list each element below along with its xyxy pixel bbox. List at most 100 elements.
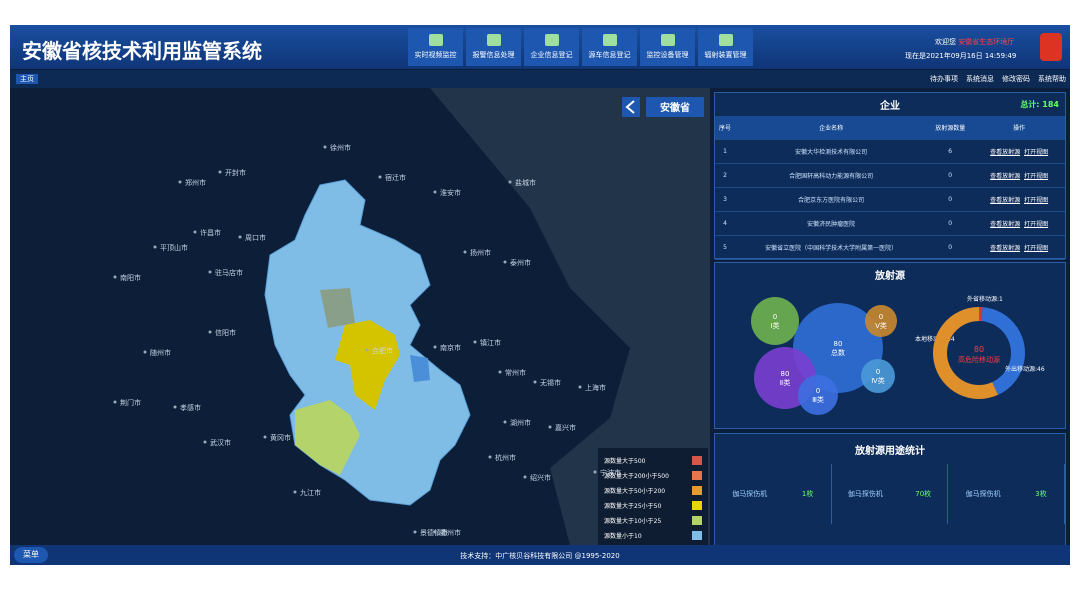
- action-link[interactable]: 查看放射源: [990, 173, 1021, 180]
- city-dot: [433, 345, 437, 349]
- nav-button[interactable]: 报警信息处理: [466, 28, 521, 66]
- action-link[interactable]: 查看放射源: [990, 245, 1021, 252]
- nav-icon: [428, 34, 443, 46]
- region-button[interactable]: [646, 97, 704, 117]
- sea: [430, 88, 710, 545]
- usage-name: 伽马探伤机: [965, 490, 1001, 498]
- legend-swatch: [692, 456, 702, 465]
- cell: 安徽省立医院（中国科学技术大学附属第一医院）: [735, 235, 928, 260]
- donut-slice[interactable]: [979, 307, 983, 322]
- city-label: 许昌市: [200, 228, 221, 237]
- nav-button[interactable]: 辐射装置管理: [698, 28, 753, 66]
- bubble[interactable]: [861, 359, 895, 393]
- cell: 4: [715, 211, 736, 236]
- city-label: 无锡市: [540, 378, 561, 387]
- city-label: 淮安市: [440, 188, 461, 197]
- legend-swatch: [692, 531, 702, 540]
- column-header: 序号: [715, 116, 736, 140]
- legend-label: 源数量大于50小于200: [604, 487, 665, 495]
- usage-count: 3枚: [1035, 490, 1047, 498]
- hefei-region[interactable]: [335, 320, 400, 410]
- home-tab[interactable]: 主页: [16, 74, 38, 84]
- bubble-label: Ⅰ类: [770, 321, 779, 330]
- cell: 查看放射源 打开视图: [973, 163, 1065, 188]
- legend-label: 源数量大于200小于500: [604, 472, 669, 480]
- table-row: 1 安徽大华检测技术有限公司 6 查看放射源 打开视图: [715, 139, 1065, 164]
- action-link[interactable]: 查看放射源: [990, 197, 1021, 204]
- city-dot: [593, 470, 597, 474]
- back-button[interactable]: [622, 97, 640, 117]
- nav-icon: [602, 34, 617, 46]
- legend-swatch: [692, 501, 702, 510]
- back-arrow: [625, 100, 635, 114]
- usage-item: 伽马探伤机 3枚: [948, 464, 1066, 524]
- cell: 查看放射源 打开视图: [973, 187, 1065, 212]
- tool-link[interactable]: 修改密码: [1002, 75, 1030, 83]
- cell: 5: [715, 235, 736, 260]
- nav-label: 辐射装置管理: [704, 51, 747, 59]
- anqing-region[interactable]: [295, 400, 360, 475]
- city-label: 平顶山市: [160, 243, 188, 252]
- city-label: 绍兴市: [530, 473, 551, 482]
- donut-slice[interactable]: [932, 307, 999, 399]
- nav-button[interactable]: 监控设备管理: [640, 28, 695, 66]
- tool-link[interactable]: 系统帮助: [1038, 75, 1066, 83]
- bubble[interactable]: [793, 303, 883, 393]
- city-label: 嘉兴市: [555, 423, 576, 432]
- nav-label: 企业信息登记: [530, 51, 573, 59]
- action-link[interactable]: 打开视图: [1024, 197, 1049, 204]
- time: 现在是2021年09月16日 14:59:49: [905, 52, 1017, 60]
- action-link[interactable]: 打开视图: [1024, 149, 1049, 156]
- tool-link[interactable]: 待办事项: [930, 75, 958, 83]
- bubble[interactable]: [798, 375, 838, 415]
- usage-name: 伽马探伤机: [732, 490, 768, 498]
- region[interactable]: [410, 355, 430, 382]
- action-link[interactable]: 打开视图: [1024, 173, 1049, 180]
- nav-button[interactable]: 企业信息登记: [524, 28, 579, 66]
- cell: 2: [715, 163, 736, 188]
- city-dot: [523, 475, 527, 479]
- nav-button[interactable]: 实时视频监控: [408, 28, 463, 66]
- nav-button[interactable]: 源车信息登记: [582, 28, 637, 66]
- system-title: 安徽省核技术利用监管系统: [22, 39, 262, 63]
- enterprise-table: 序号 企业名称 放射源数量 操作 1 安徽大华检测技术有限公司 6 查看放射源 打开视图 2 合肥国…: [715, 116, 1065, 260]
- cell: 1: [715, 139, 736, 164]
- action-link[interactable]: 打开视图: [1024, 221, 1049, 228]
- city-label: 常州市: [505, 368, 526, 377]
- legend-label: 源数量大于10小于25: [604, 517, 661, 525]
- donut-label: 外省移动源:1: [967, 295, 1003, 303]
- usage-name: 伽马探伤机: [847, 490, 883, 498]
- city-label: 黄冈市: [270, 433, 291, 442]
- legend-label: 源数量大于25小于50: [604, 502, 661, 510]
- city-label: 九江市: [300, 488, 321, 497]
- tool-link[interactable]: 系统消息: [966, 75, 994, 83]
- action-link[interactable]: 查看放射源: [990, 149, 1021, 156]
- bubble[interactable]: [865, 305, 897, 337]
- table-row: 3 合肥京东方医院有限公司 0 查看放射源 打开视图: [715, 187, 1065, 212]
- city-dot: [433, 190, 437, 194]
- cell: 安徽济民肿瘤医院: [735, 211, 928, 236]
- city-label: 宁波市: [600, 468, 621, 477]
- bubble-label: Ⅴ类: [875, 321, 887, 330]
- region[interactable]: [320, 288, 355, 328]
- alarm-icon[interactable]: [1040, 33, 1062, 61]
- action-link[interactable]: 查看放射源: [990, 221, 1021, 228]
- city-label: 武汉市: [210, 438, 231, 447]
- nav-icon: [718, 34, 733, 46]
- menu-button[interactable]: 菜单: [14, 547, 48, 563]
- cell: 0: [927, 187, 974, 212]
- city-dot: [323, 145, 327, 149]
- total: 总计: 184: [1020, 100, 1059, 109]
- legend-label: 源数量小于10: [604, 532, 642, 540]
- action-link[interactable]: 打开视图: [1024, 245, 1049, 252]
- panel-title: 放射源: [875, 271, 905, 282]
- welcome-text: 欢迎您: [935, 38, 956, 46]
- city-label: 泰州市: [510, 258, 531, 267]
- city-dot: [113, 275, 117, 279]
- column-header: 企业名称: [735, 116, 928, 140]
- bubble[interactable]: [751, 297, 799, 345]
- city-dot: [208, 270, 212, 274]
- donut-slice[interactable]: [981, 307, 1025, 395]
- city-label: 驻马店市: [215, 268, 243, 277]
